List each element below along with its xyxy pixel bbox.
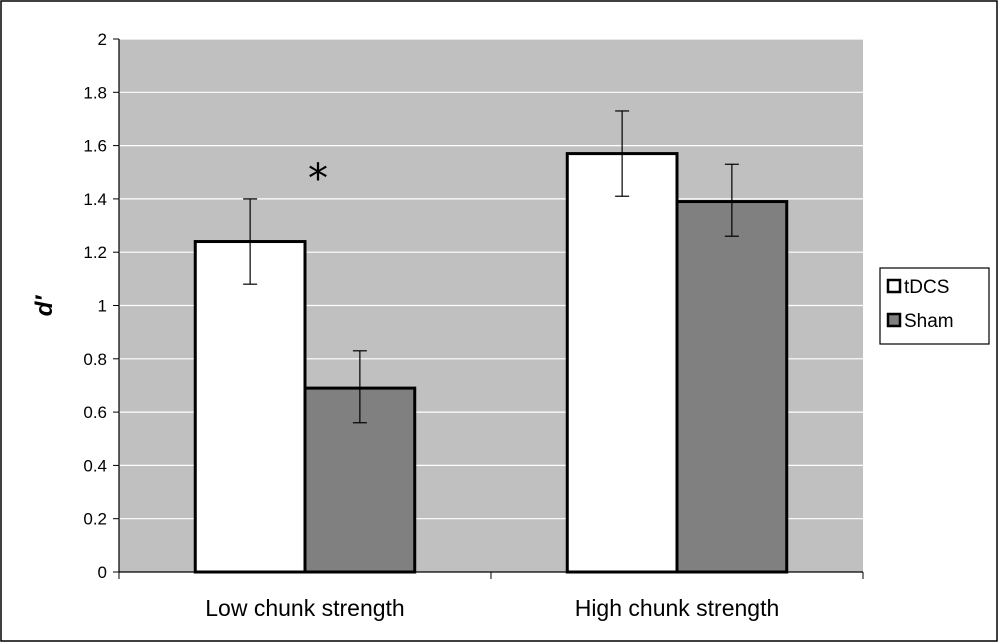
legend-swatch-tdcs [886,278,902,294]
axes [113,38,864,579]
significance-asterisk: * [308,156,328,202]
y-tick-label: 0.6 [83,403,107,422]
y-tick-label: 0.8 [83,350,107,369]
y-tick-label: 1.8 [83,83,107,102]
y-tick-label: 2 [98,30,107,49]
y-tick-label: 1 [98,297,107,316]
y-tick-labels: 0 0.2 0.4 0.6 0.8 1 1.2 1.4 1.6 1.8 2 [83,30,107,582]
category-label: High chunk strength [575,595,780,621]
error-bars [243,110,739,424]
bar-tdcs-1 [565,152,679,574]
category-label: Low chunk strength [205,595,404,621]
y-tick-label: 0 [98,563,107,582]
y-tick-label: 1.6 [83,137,107,156]
y-tick-label: 0.2 [83,510,107,529]
bar-tdcs-0 [193,240,307,574]
category-labels: Low chunk strength High chunk strength [205,595,779,621]
y-tick-label: 0.4 [83,456,107,475]
legend-label-sham: Sham [904,311,954,332]
y-axis-label: d′ [31,295,58,317]
legend: tDCS Sham [879,267,990,345]
legend-label-tdcs: tDCS [904,277,949,298]
annotations: * [308,156,328,202]
y-tick-label: 1.4 [83,190,107,209]
legend-swatch-sham [886,312,902,328]
y-tick-label: 1.2 [83,243,107,262]
bar-sham-1 [675,200,789,574]
